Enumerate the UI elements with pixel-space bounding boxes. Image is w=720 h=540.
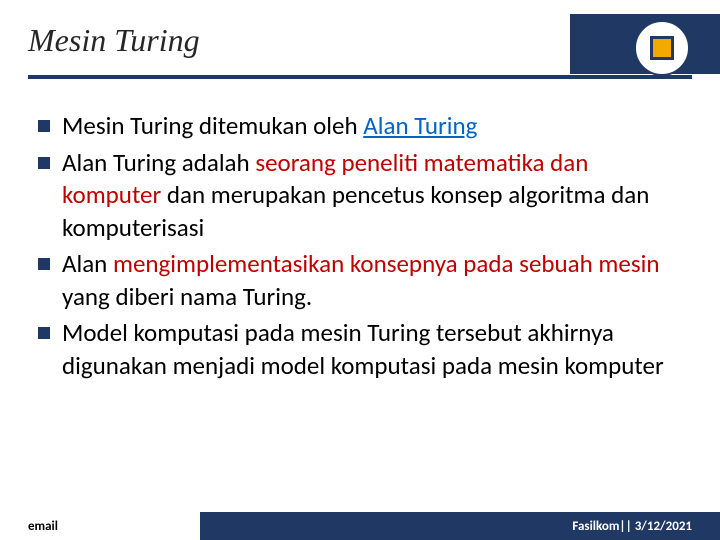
- bullet-square-icon: [38, 157, 50, 169]
- page-title: Mesin Turing: [28, 22, 200, 59]
- plain-text: Mesin Turing ditemukan oleh: [62, 110, 363, 141]
- plain-text: Alan: [62, 248, 113, 279]
- header: Mesin Turing: [0, 0, 720, 92]
- link-text: Alan Turing: [363, 110, 477, 141]
- bullet-text: Model komputasi pada mesin Turing terseb…: [62, 317, 688, 382]
- institution-logo: [634, 20, 690, 76]
- title-underline: [28, 75, 692, 79]
- bullet-square-icon: [38, 258, 50, 270]
- plain-text: yang diberi nama Turing.: [62, 281, 312, 312]
- footer: email Fasilkom|| 3/12/2021: [0, 512, 720, 540]
- logo-mark: [650, 36, 674, 60]
- list-item: Model komputasi pada mesin Turing terseb…: [38, 317, 688, 382]
- list-item: Mesin Turing ditemukan oleh Alan Turing: [38, 110, 688, 143]
- bullet-square-icon: [38, 327, 50, 339]
- bullet-text: Mesin Turing ditemukan oleh Alan Turing: [62, 110, 477, 143]
- emphasis-text: mengimplementasikan konsepnya pada sebua…: [113, 248, 660, 279]
- plain-text: Alan Turing adalah: [62, 147, 255, 178]
- bullet-text: Alan mengimplementasikan konsepnya pada …: [62, 248, 688, 313]
- bullet-text: Alan Turing adalah seorang peneliti mate…: [62, 147, 688, 245]
- plain-text: Model komputasi pada mesin Turing terseb…: [62, 317, 664, 381]
- footer-left-label: email: [0, 512, 200, 540]
- list-item: Alan Turing adalah seorang peneliti mate…: [38, 147, 688, 245]
- list-item: Alan mengimplementasikan konsepnya pada …: [38, 248, 688, 313]
- footer-right-label: Fasilkom|| 3/12/2021: [200, 512, 720, 540]
- bullet-square-icon: [38, 120, 50, 132]
- bullet-list: Mesin Turing ditemukan oleh Alan TuringA…: [38, 110, 688, 386]
